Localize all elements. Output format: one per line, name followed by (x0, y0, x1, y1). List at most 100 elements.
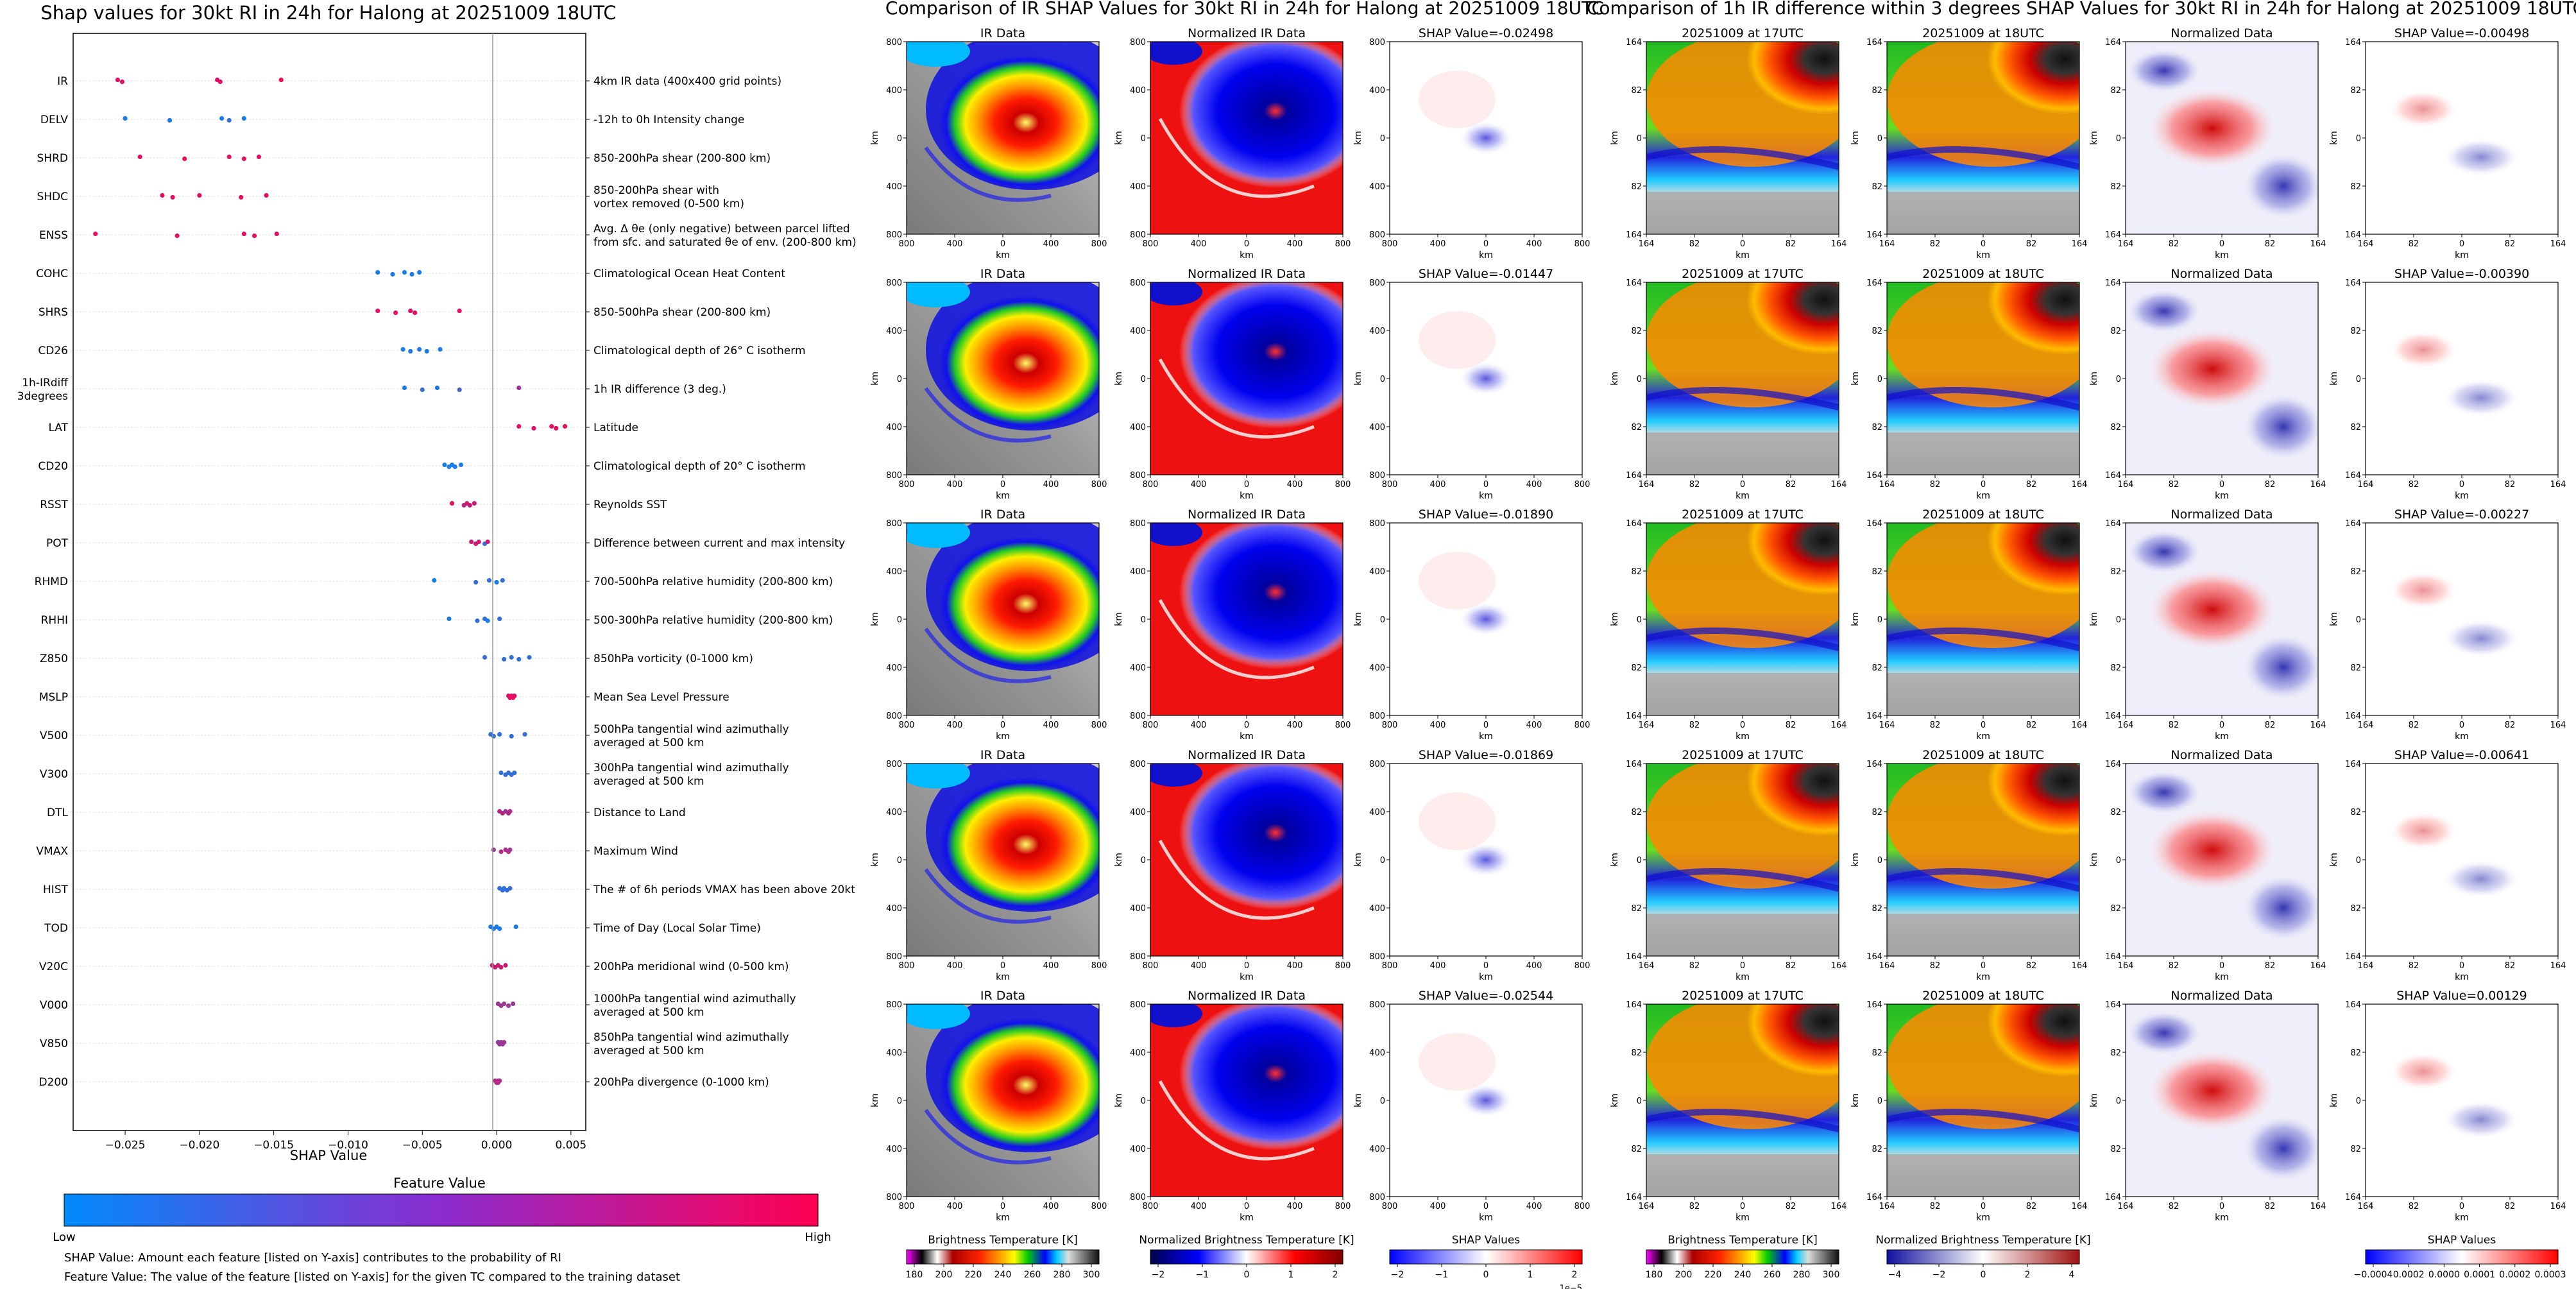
y-axis-label: km (2329, 1093, 2339, 1107)
shap-point (175, 233, 180, 239)
subplot-title: SHAP Value=-0.00390 (2394, 267, 2529, 281)
x-axis-label: km (1479, 1213, 1493, 1223)
x-tick-label: 164 (2072, 239, 2088, 249)
x-tick-label: 82 (2169, 721, 2179, 730)
shap-point (241, 231, 246, 237)
y-tick-label: 400 (1130, 904, 1146, 914)
y-tick-label: 0 (2116, 615, 2121, 625)
subplot-ir17: 20251009 at 17UTC1641648282008282164164k… (1610, 748, 1847, 982)
colorbar-label: SHAP Values (1452, 1234, 1521, 1247)
y-tick-label: 400 (886, 327, 902, 336)
x-tick-label: 82 (2169, 239, 2179, 249)
subplot-shap2: SHAP Value=-0.00227164164828200828216416… (2329, 508, 2566, 742)
subplot-ir18: 20251009 at 18UTC1641648282008282164164k… (1850, 267, 2087, 501)
y-tick-label: 800 (1369, 38, 1385, 47)
shap-point (509, 733, 514, 739)
subplot-title: SHAP Value=0.00129 (2396, 989, 2527, 1003)
x-axis-label: km (996, 250, 1010, 260)
x-tick-label: 164 (1831, 239, 1847, 249)
y-axis-label: km (1610, 853, 1620, 867)
y-tick-label: 164 (1626, 1000, 1642, 1010)
feature-label: IR (57, 75, 68, 88)
feature-label: DELV (40, 114, 68, 126)
subplot-title: IR Data (980, 748, 1025, 762)
feature-description: 850-200hPa shear with vortex removed (0-5… (593, 184, 744, 210)
y-tick-label: 800 (886, 1193, 902, 1202)
y-tick-label: 800 (1369, 952, 1385, 962)
y-tick-label: 800 (1130, 712, 1146, 721)
y-axis-label: km (870, 371, 880, 386)
shap-point (375, 308, 380, 314)
subplot-title: 20251009 at 18UTC (1922, 989, 2044, 1003)
y-tick-label: 800 (1369, 1000, 1385, 1010)
y-tick-label: 164 (1626, 38, 1642, 47)
x-tick-label: 0 (1244, 961, 1249, 971)
shap-point (424, 348, 429, 354)
feature-description: Climatological depth of 20° C isotherm (593, 460, 806, 473)
x-tick-label: −0.010 (328, 1139, 368, 1152)
shap-point (442, 462, 447, 468)
shap-point (469, 539, 474, 545)
colorbar-tick-label: 2 (2025, 1270, 2031, 1280)
x-tick-label: −0.005 (402, 1139, 443, 1152)
y-tick-label: 82 (1631, 567, 1642, 577)
colorbar-label: Brightness Temperature [K] (1668, 1234, 1817, 1247)
x-axis-label: km (1736, 1213, 1750, 1223)
colorbar-label: Normalized Brightness Temperature [K] (1139, 1234, 1354, 1247)
x-axis-label: km (1736, 491, 1750, 501)
y-tick-label: 82 (1872, 327, 1882, 336)
shap-point (472, 500, 477, 506)
y-tick-label: 400 (886, 423, 902, 432)
y-tick-label: 82 (2110, 423, 2121, 432)
subplot-diff: Normalized Data1641648282008282164164kmk… (2089, 26, 2326, 260)
shap-point (499, 964, 504, 970)
ir-shap-comparison: Comparison of IR SHAP Values for 30kt RI… (870, 0, 1604, 1289)
feature-label: SHRD (37, 152, 68, 165)
shap-point (115, 77, 121, 83)
x-tick-label: 164 (1831, 721, 1847, 730)
subplot-title: 20251009 at 17UTC (1682, 508, 1804, 522)
y-axis-label: km (2089, 853, 2099, 867)
y-tick-label: 400 (1369, 663, 1385, 673)
shap-point (491, 847, 497, 853)
x-tick-label: 82 (2265, 1202, 2276, 1211)
image-ir17 (1646, 282, 1839, 475)
colorbar-tick-label: 2 (1572, 1270, 1578, 1280)
y-tick-label: 0 (2356, 615, 2361, 625)
y-axis-label: km (870, 1093, 880, 1107)
colorbar-1: Normalized Brightness Temperature [K] −4 −… (1875, 1234, 2090, 1280)
image-ir17 (1646, 523, 1839, 715)
y-tick-label: 800 (1369, 278, 1385, 288)
x-tick-label: 0 (1483, 961, 1488, 971)
x-axis-label: km (2215, 1213, 2229, 1223)
x-tick-label: 82 (2265, 480, 2276, 490)
x-tick-label: 400 (1287, 239, 1303, 249)
subplot-norm: Normalized IR Data8008004004000040040080… (1114, 267, 1351, 501)
subplot-norm: Normalized IR Data8008004004000040040080… (1114, 989, 1351, 1223)
feature-description: Mean Sea Level Pressure (593, 691, 729, 704)
x-tick-label: 164 (2118, 961, 2134, 971)
image-shap2 (2389, 330, 2520, 417)
feature-label: RSST (40, 499, 68, 511)
feature-description: Latitude (593, 422, 638, 434)
shap-point (508, 808, 513, 814)
feature-description: 500-300hPa relative humidity (200-800 km… (593, 614, 833, 627)
x-tick-label: 0.000 (481, 1139, 513, 1152)
y-tick-label: 800 (1369, 1193, 1385, 1202)
y-tick-label: 0 (1141, 375, 1146, 384)
colorbar-tick-label: −1 (1435, 1270, 1449, 1280)
image-shap (1419, 792, 1513, 877)
x-tick-label: 82 (2169, 1202, 2179, 1211)
x-tick-label: 400 (1191, 721, 1207, 730)
y-tick-label: 164 (2345, 471, 2361, 481)
x-tick-label: 82 (2265, 239, 2276, 249)
image-ir18 (1887, 523, 2079, 715)
x-tick-label: 800 (1091, 239, 1107, 249)
shap-point (509, 654, 514, 660)
x-tick-label: 82 (2505, 1202, 2516, 1211)
y-tick-label: 82 (2110, 182, 2121, 192)
x-tick-label: 0 (2459, 239, 2464, 249)
shap-point (375, 269, 380, 275)
subplot-title: SHAP Value=-0.02544 (1419, 989, 1553, 1003)
